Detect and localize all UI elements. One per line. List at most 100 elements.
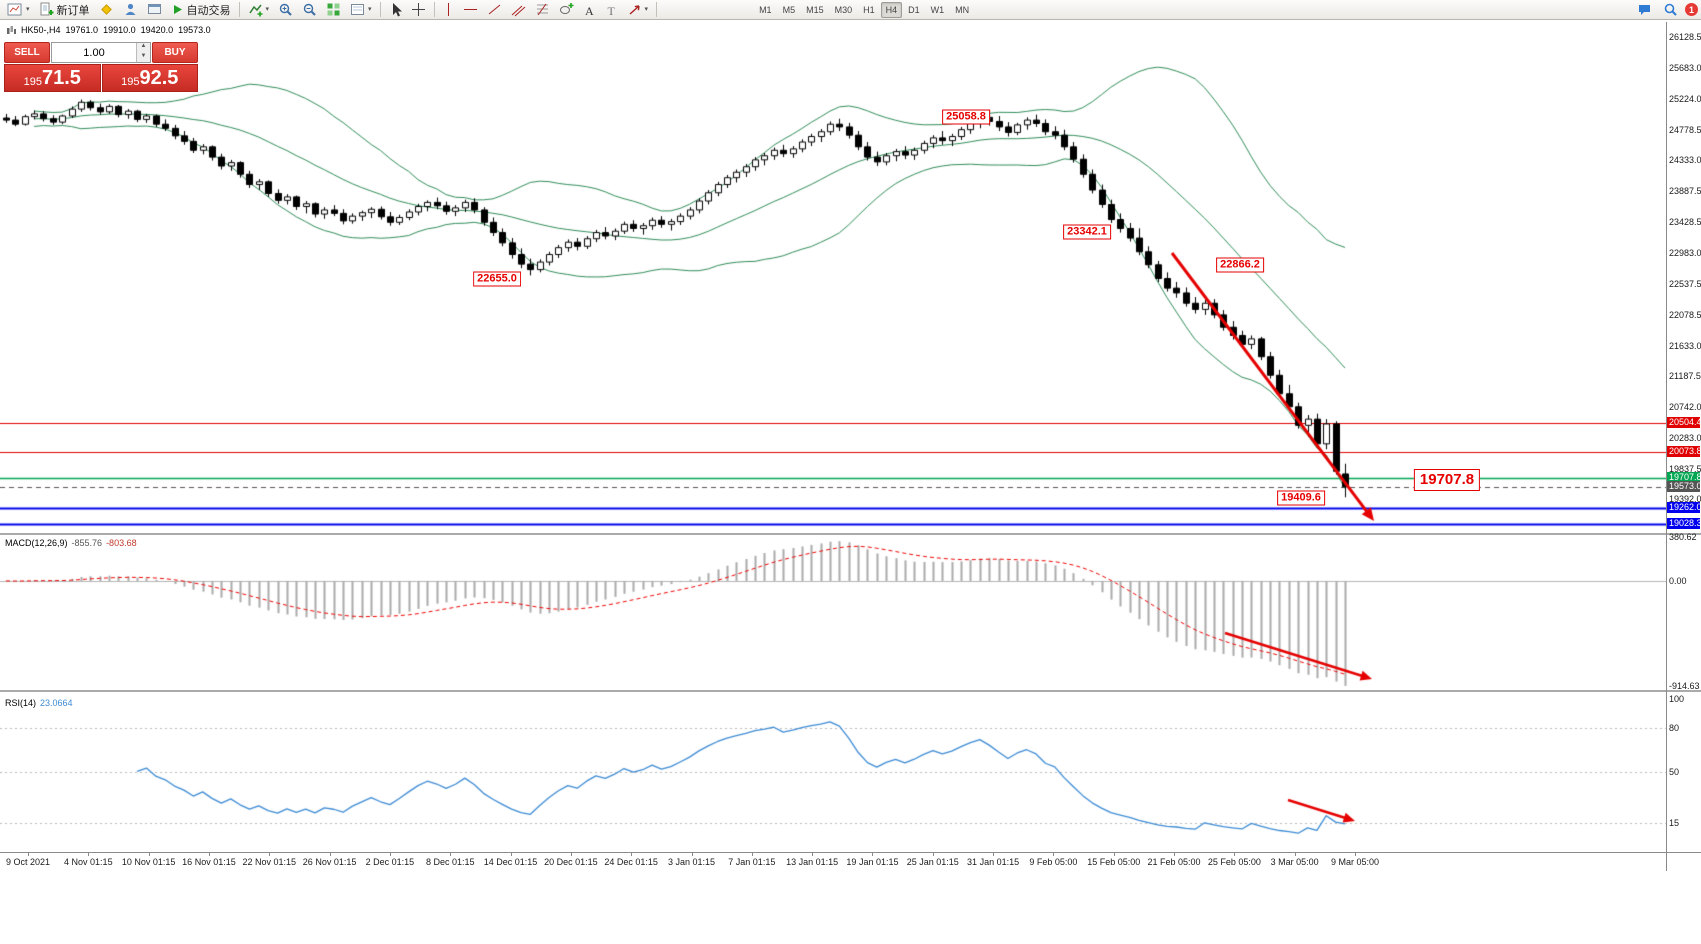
price-scale-label: 24778.5: [1669, 124, 1701, 135]
time-axis-tick: [1295, 853, 1296, 856]
price-chart-canvas[interactable]: [0, 22, 1666, 852]
zoom-out-button[interactable]: [298, 0, 321, 19]
main-toolbar: ▾ 新订单 自动交易 ▾: [0, 0, 1701, 20]
timeframe-button-m15[interactable]: M15: [806, 4, 824, 15]
toolbar-separator: [238, 2, 240, 17]
macd-panel-label: MACD(12,26,9) -855.76 -803.68: [5, 538, 137, 548]
buy-price-digits: 92.5: [139, 67, 179, 89]
time-axis-label: 3 Jan 01:15: [667, 857, 716, 867]
bar-close-value: 19573.0: [178, 25, 211, 35]
chat-icon: [1639, 5, 1650, 15]
volume-input[interactable]: [52, 43, 136, 62]
time-axis-tick: [511, 853, 512, 856]
indicators-button[interactable]: ▾: [244, 0, 274, 19]
price-scale-label: 21633.0: [1669, 340, 1701, 351]
time-axis-label: 14 Dec 01:15: [483, 857, 538, 867]
time-axis-tick: [390, 853, 391, 856]
zoom-in-button[interactable]: [274, 0, 297, 19]
templates-button[interactable]: ▾: [346, 0, 376, 19]
time-axis-tick: [933, 853, 934, 856]
zoom-in-icon: [279, 3, 292, 16]
candlestick-chart-icon: [7, 26, 16, 34]
time-axis-separator: [0, 852, 1701, 853]
indicators-icon: [248, 4, 263, 17]
sell-price-prefix: 195: [23, 76, 42, 88]
timeframe-button-m30[interactable]: M30: [834, 4, 853, 15]
shapes-icon: [559, 3, 574, 14]
channel-icon: [511, 5, 525, 17]
crosshair-tool-button[interactable]: [407, 0, 430, 19]
community-button[interactable]: [1633, 0, 1656, 19]
cursor-tool-button[interactable]: [385, 0, 406, 19]
price-level-box: 20073.8: [1667, 446, 1701, 458]
zoom-out-icon: [303, 3, 316, 16]
macd-indicator-name: MACD(12,26,9): [5, 538, 68, 548]
sell-price-display[interactable]: 195 71.5: [4, 64, 101, 92]
volume-down-icon[interactable]: ▼: [137, 52, 150, 62]
new-chart-button[interactable]: ▾: [3, 0, 34, 19]
shapes-tool-button[interactable]: [555, 0, 578, 19]
time-axis-label: 15 Feb 05:00: [1087, 857, 1141, 867]
auto-trading-label: 自动交易: [186, 4, 231, 17]
price-scale-label: 26128.5: [1669, 32, 1701, 43]
auto-trading-play-icon: [173, 5, 182, 14]
time-axis-label: 21 Feb 05:00: [1147, 857, 1201, 867]
time-axis-tick: [752, 853, 753, 856]
svg-text:A: A: [585, 4, 594, 17]
search-button[interactable]: [1659, 0, 1682, 19]
price-level-box: 19707.8: [1667, 471, 1701, 483]
time-axis-tick: [631, 853, 632, 856]
vertical-line-tool-button[interactable]: [439, 0, 458, 19]
rsi-scale-label: 80: [1669, 723, 1680, 734]
timeframe-button-d1[interactable]: D1: [908, 4, 920, 15]
text-tool-button[interactable]: A: [579, 0, 600, 19]
timeframe-button-w1[interactable]: W1: [930, 4, 945, 15]
trade-panel-prices: 195 71.5 195 92.5: [4, 64, 198, 92]
timeframe-button-m1[interactable]: M1: [759, 4, 772, 15]
macd-main-value: -855.76: [71, 538, 103, 548]
price-annotation: 23342.1: [1063, 224, 1111, 240]
buy-button[interactable]: BUY: [152, 42, 198, 63]
time-axis-tick: [1234, 853, 1235, 856]
buy-price-display[interactable]: 195 92.5: [101, 64, 198, 92]
price-scale-label: 21187.5: [1669, 371, 1701, 382]
timeframe-button-mn[interactable]: MN: [955, 4, 970, 15]
tile-windows-button[interactable]: [322, 0, 345, 19]
price-scale-label: 20283.0: [1669, 433, 1701, 444]
time-axis-tick: [149, 853, 150, 856]
chevron-down-icon: ▾: [265, 6, 270, 13]
horizontal-line-icon: [463, 9, 477, 10]
volume-up-icon[interactable]: ▲: [137, 43, 150, 53]
crosshair-icon: [411, 3, 425, 16]
price-scale-label: 19837.5: [1669, 463, 1701, 474]
terminal-icon: [147, 4, 161, 14]
new-order-button[interactable]: 新订单: [35, 0, 94, 19]
timeframe-button-h4[interactable]: H4: [880, 1, 903, 18]
rsi-panel-label: RSI(14) 23.0664: [5, 698, 73, 708]
sell-button[interactable]: SELL: [4, 42, 50, 63]
tile-windows-icon: [327, 3, 340, 16]
sell-price-digits: 71.5: [41, 67, 81, 89]
rsi-panel-separator[interactable]: [0, 690, 1701, 692]
fibonacci-tool-button[interactable]: [531, 0, 554, 19]
channel-tool-button[interactable]: [507, 0, 530, 19]
time-axis-tick: [1114, 853, 1115, 856]
macd-panel-separator[interactable]: [0, 533, 1701, 535]
timeframe-button-h1[interactable]: H1: [863, 4, 875, 15]
price-level-box: 19262.0: [1667, 502, 1701, 514]
time-axis-tick: [209, 853, 210, 856]
market-watch-button[interactable]: [95, 0, 118, 19]
label-tool-button[interactable]: T: [601, 0, 622, 19]
navigator-button[interactable]: [119, 0, 142, 19]
timeframe-button-m5[interactable]: M5: [782, 4, 796, 15]
time-axis-tick: [1053, 853, 1054, 856]
b ar-low-value: 19420.0: [140, 25, 174, 35]
new-order-label: 新订单: [56, 4, 90, 17]
chart-symbol-header: HK50-,H4 19761.0 19910.0 19420.0 19573.0: [6, 25, 211, 35]
terminal-button[interactable]: [143, 0, 166, 19]
horizontal-line-tool-button[interactable]: [459, 0, 482, 19]
auto-trading-button[interactable]: 自动交易: [167, 0, 235, 19]
trendline-tool-button[interactable]: [483, 0, 506, 19]
arrows-tool-button[interactable]: ▾: [623, 0, 653, 19]
notifications-badge[interactable]: 1: [1685, 3, 1698, 16]
